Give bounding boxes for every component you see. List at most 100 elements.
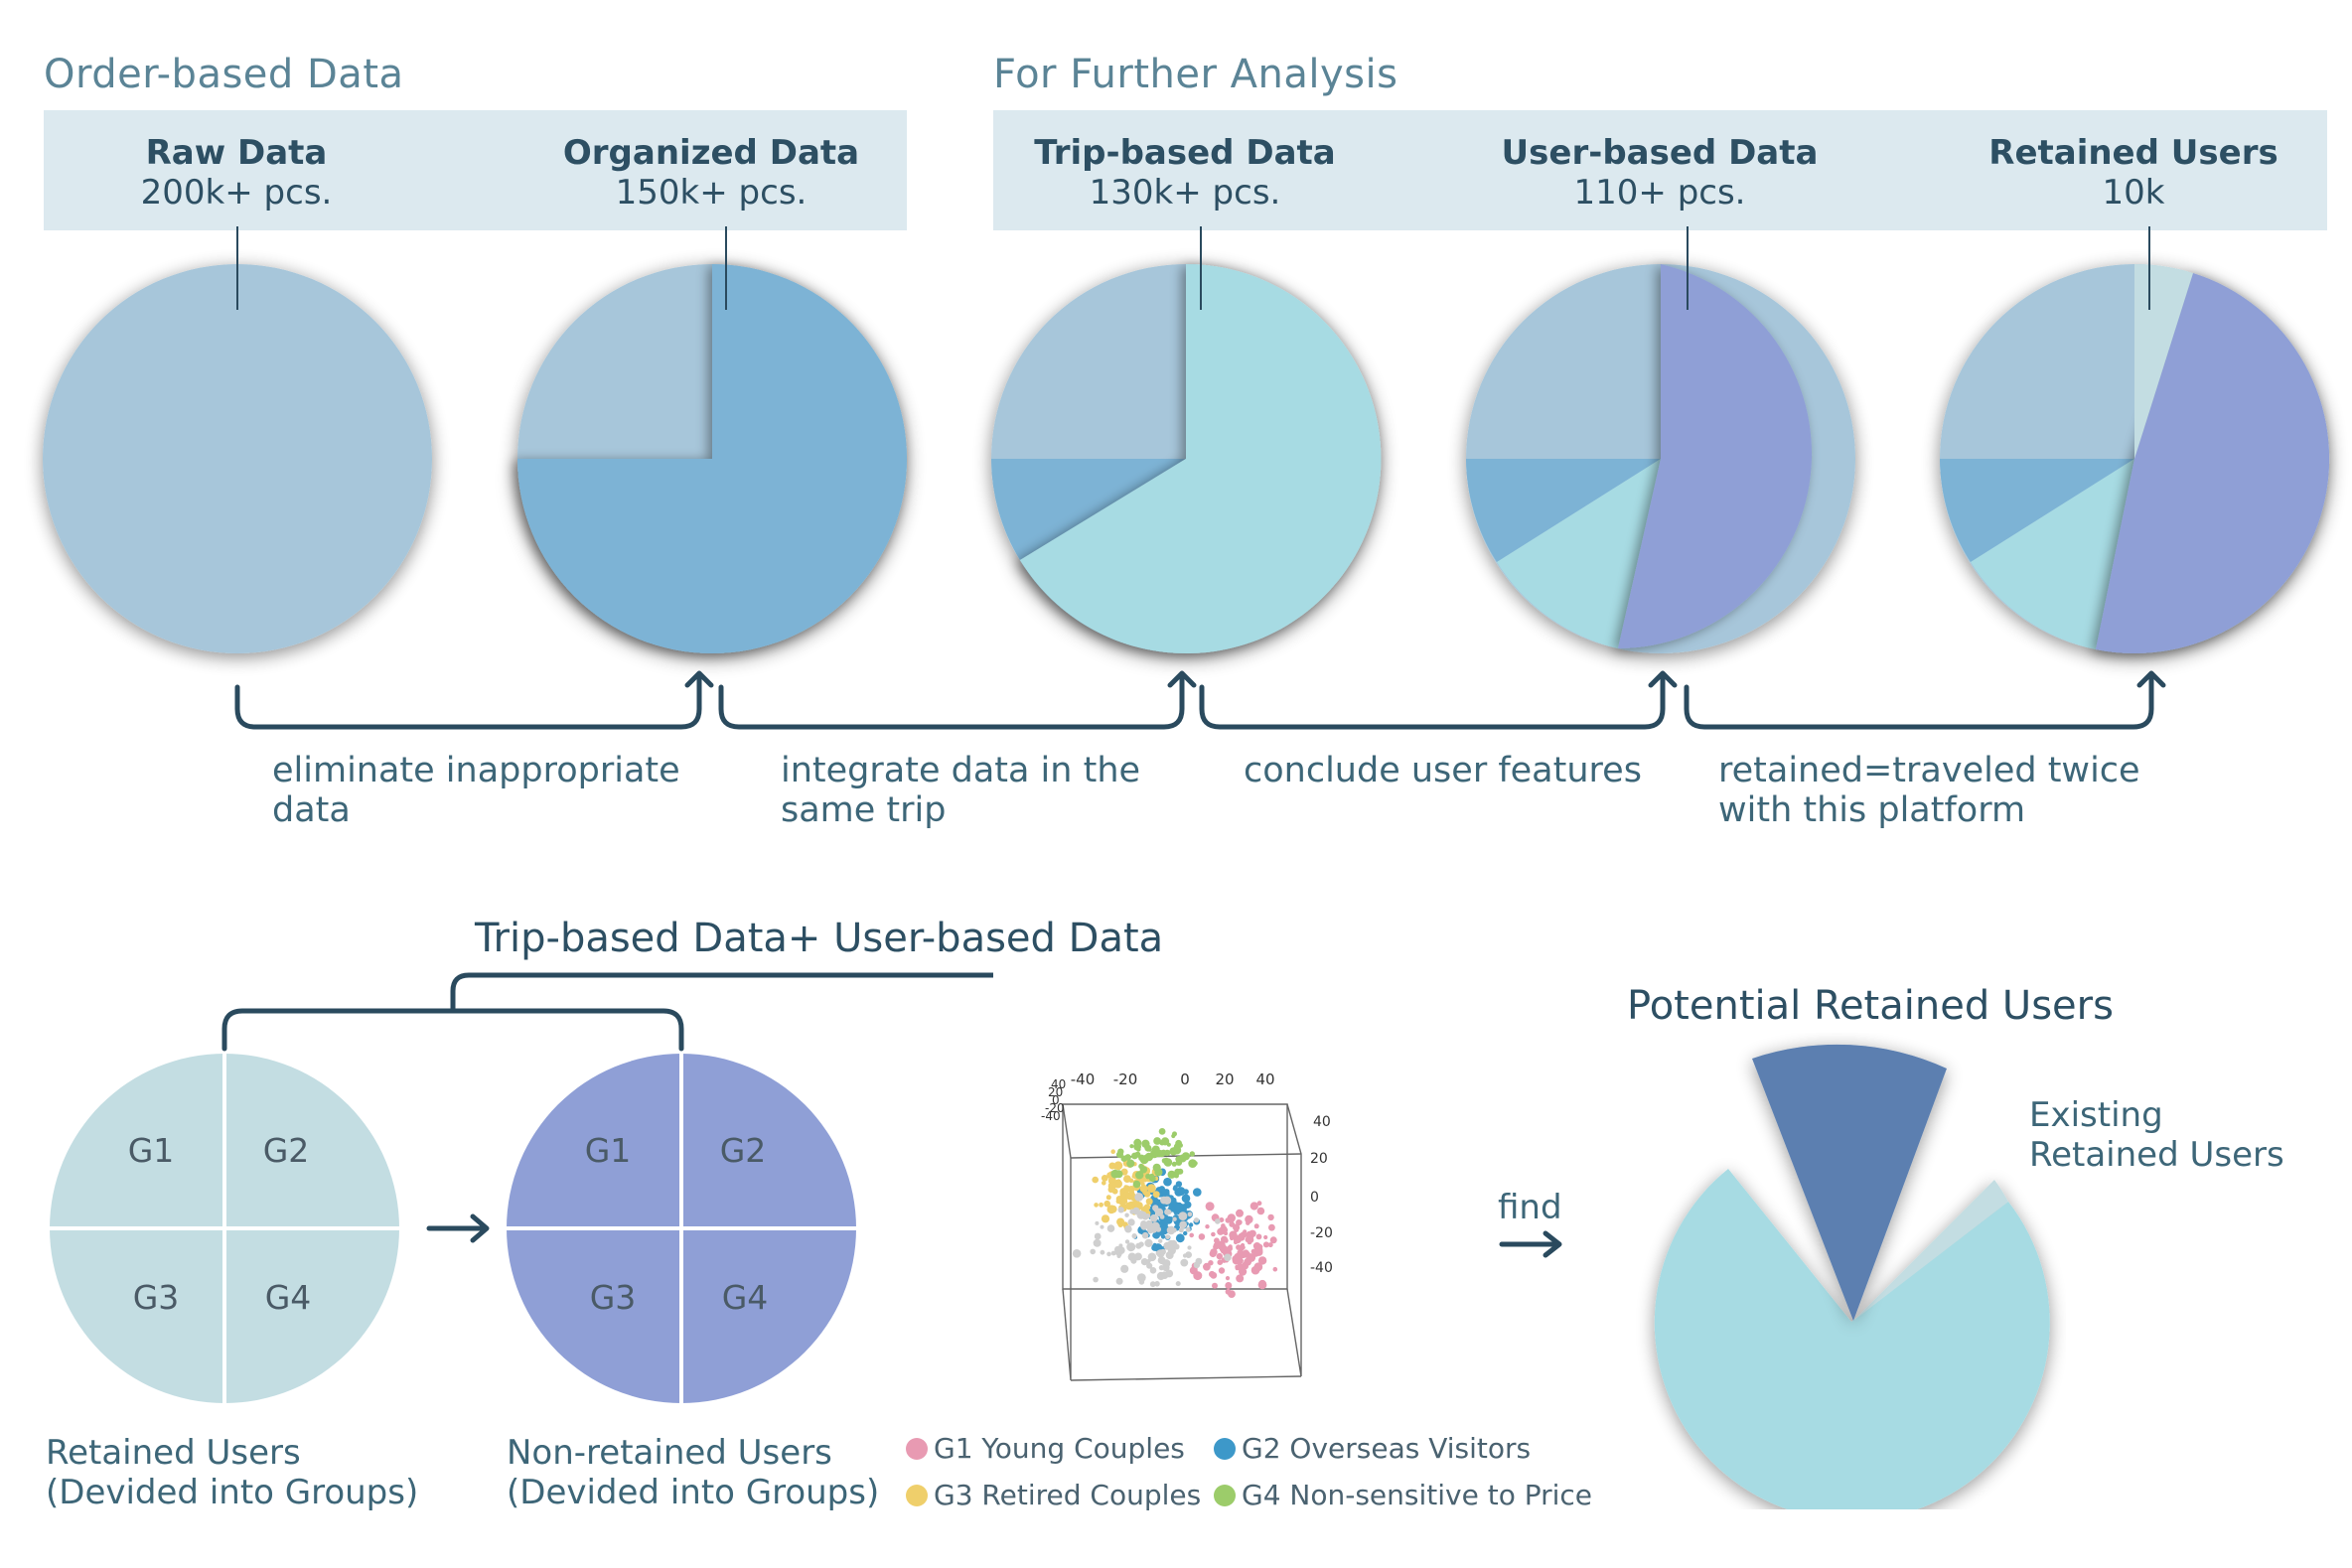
pie-slice-retained bbox=[2134, 263, 2193, 459]
scatter-point bbox=[1268, 1223, 1275, 1231]
scatter-point bbox=[1235, 1265, 1241, 1271]
scatter-point bbox=[1178, 1227, 1184, 1233]
scatter-point bbox=[1129, 1209, 1135, 1214]
group-label-g1: G1 bbox=[585, 1131, 632, 1170]
scatter-point bbox=[1106, 1224, 1115, 1232]
header-title: Trip-based Data bbox=[1034, 133, 1336, 173]
scatter-point bbox=[1163, 1157, 1169, 1164]
header-value: 200k+ pcs. bbox=[140, 173, 333, 213]
scatter-point bbox=[1179, 1220, 1187, 1229]
scatter-point bbox=[1168, 1203, 1174, 1209]
scatter-point bbox=[1072, 1249, 1082, 1258]
scatter-point bbox=[1189, 1151, 1195, 1157]
scatter-point bbox=[1224, 1253, 1232, 1262]
tick-label: -20 bbox=[1310, 1225, 1333, 1241]
scatter-point bbox=[1269, 1236, 1277, 1244]
scatter-point bbox=[1162, 1259, 1171, 1268]
connector-step-3 bbox=[1199, 672, 1666, 730]
scatter-point bbox=[1228, 1290, 1236, 1298]
scatter-point bbox=[1170, 1148, 1176, 1153]
pie-slice-merged bbox=[1466, 459, 1661, 562]
scatter-point bbox=[1167, 1246, 1176, 1255]
find-arrow-icon bbox=[1499, 1230, 1562, 1258]
scatter-point bbox=[1093, 1238, 1102, 1247]
scatter-point bbox=[1175, 1281, 1181, 1287]
header-trip-based-data: Trip-based Data 130k+ pcs. bbox=[966, 133, 1403, 213]
scatter-point bbox=[1256, 1207, 1265, 1215]
scatter-point bbox=[1152, 1242, 1157, 1248]
scatter-point bbox=[1116, 1253, 1121, 1258]
scatter-point bbox=[1117, 1148, 1124, 1155]
tick-label: -40 bbox=[1310, 1260, 1333, 1276]
scatter-point bbox=[1144, 1238, 1153, 1247]
caption-line: Retained Users bbox=[2029, 1135, 2284, 1175]
step-note-line: integrate data in the bbox=[781, 751, 1141, 790]
scatter-point bbox=[1099, 1202, 1103, 1208]
scatter-point bbox=[1140, 1258, 1148, 1266]
scatter-point bbox=[1218, 1267, 1226, 1274]
scatter-point bbox=[1256, 1201, 1262, 1207]
scatter-point bbox=[1252, 1250, 1259, 1257]
scatter-point bbox=[1243, 1229, 1248, 1234]
scatter-point bbox=[1187, 1212, 1193, 1217]
scatter-point bbox=[1124, 1212, 1129, 1217]
scatter-box bbox=[1062, 1103, 1302, 1381]
scatter-point bbox=[1160, 1149, 1167, 1155]
scatter-point bbox=[1272, 1266, 1278, 1272]
scatter-point bbox=[1225, 1276, 1231, 1281]
scatter-point bbox=[1145, 1219, 1153, 1227]
step-note-1: eliminate inappropriate data bbox=[272, 751, 680, 830]
scatter-point bbox=[1223, 1227, 1228, 1232]
scatter-point bbox=[1242, 1261, 1249, 1268]
scatter-point bbox=[1136, 1273, 1146, 1282]
step-note-line: conclude user features bbox=[1244, 751, 1642, 790]
scatter-point bbox=[1152, 1191, 1160, 1199]
scatter-point bbox=[1090, 1248, 1096, 1255]
pie-slice-user bbox=[1618, 264, 1813, 648]
scatter-point bbox=[1221, 1223, 1226, 1228]
arrow-head-icon bbox=[1648, 670, 1678, 688]
potential-pie bbox=[1654, 1044, 2050, 1509]
group-label-g3: G3 bbox=[133, 1278, 180, 1317]
scatter-point bbox=[1213, 1244, 1219, 1250]
tick-label: 20 bbox=[1048, 1085, 1063, 1099]
scatter-point bbox=[1129, 1144, 1134, 1149]
nonretained-groups-circle: G1 G2 G3 G4 bbox=[507, 1054, 856, 1403]
arrow-head-icon bbox=[470, 1213, 490, 1243]
scatter-point bbox=[1185, 1226, 1191, 1232]
scatter-point bbox=[1236, 1219, 1243, 1226]
scatter-point bbox=[1236, 1209, 1244, 1217]
scatter-point bbox=[1216, 1240, 1226, 1250]
scatter-point bbox=[1160, 1234, 1166, 1239]
pie-trip-based-data bbox=[991, 263, 1382, 653]
scatter-point bbox=[1193, 1161, 1198, 1166]
combo-title: Trip-based Data+ User-based Data bbox=[475, 916, 1164, 961]
step-note-3: conclude user features bbox=[1244, 751, 1642, 790]
scatter-point bbox=[1198, 1233, 1206, 1240]
scatter-point bbox=[1151, 1145, 1160, 1154]
caption-retained: Retained Users (Devided into Groups) bbox=[46, 1433, 418, 1512]
scatter-point bbox=[1131, 1174, 1136, 1179]
scatter-point bbox=[1126, 1242, 1136, 1252]
scatter-point bbox=[1174, 1203, 1184, 1212]
scatter-point bbox=[1210, 1271, 1218, 1279]
pie-slice-organized bbox=[517, 264, 907, 653]
step-note-line: same trip bbox=[781, 790, 947, 830]
scatter-point bbox=[1164, 1214, 1169, 1219]
group-bracket bbox=[221, 1008, 684, 1052]
connector-step-1 bbox=[234, 672, 702, 730]
section-title-order-based: Order-based Data bbox=[44, 52, 404, 97]
legend-item-g4: G4 Non-sensitive to Price bbox=[1214, 1479, 1592, 1511]
scatter-point bbox=[1131, 1233, 1137, 1239]
scatter-point bbox=[1143, 1204, 1151, 1212]
scatter-point bbox=[1094, 1232, 1102, 1240]
scatter-point bbox=[1159, 1139, 1165, 1146]
header-value: 150k+ pcs. bbox=[615, 173, 808, 213]
scatter-point bbox=[1243, 1249, 1250, 1256]
scatter-point bbox=[1103, 1200, 1110, 1208]
scatter-point bbox=[1267, 1213, 1274, 1221]
scatter-point bbox=[1236, 1274, 1245, 1283]
scatter-point bbox=[1115, 1179, 1121, 1185]
scatter-point bbox=[1110, 1149, 1115, 1154]
scatter-point bbox=[1181, 1152, 1190, 1161]
